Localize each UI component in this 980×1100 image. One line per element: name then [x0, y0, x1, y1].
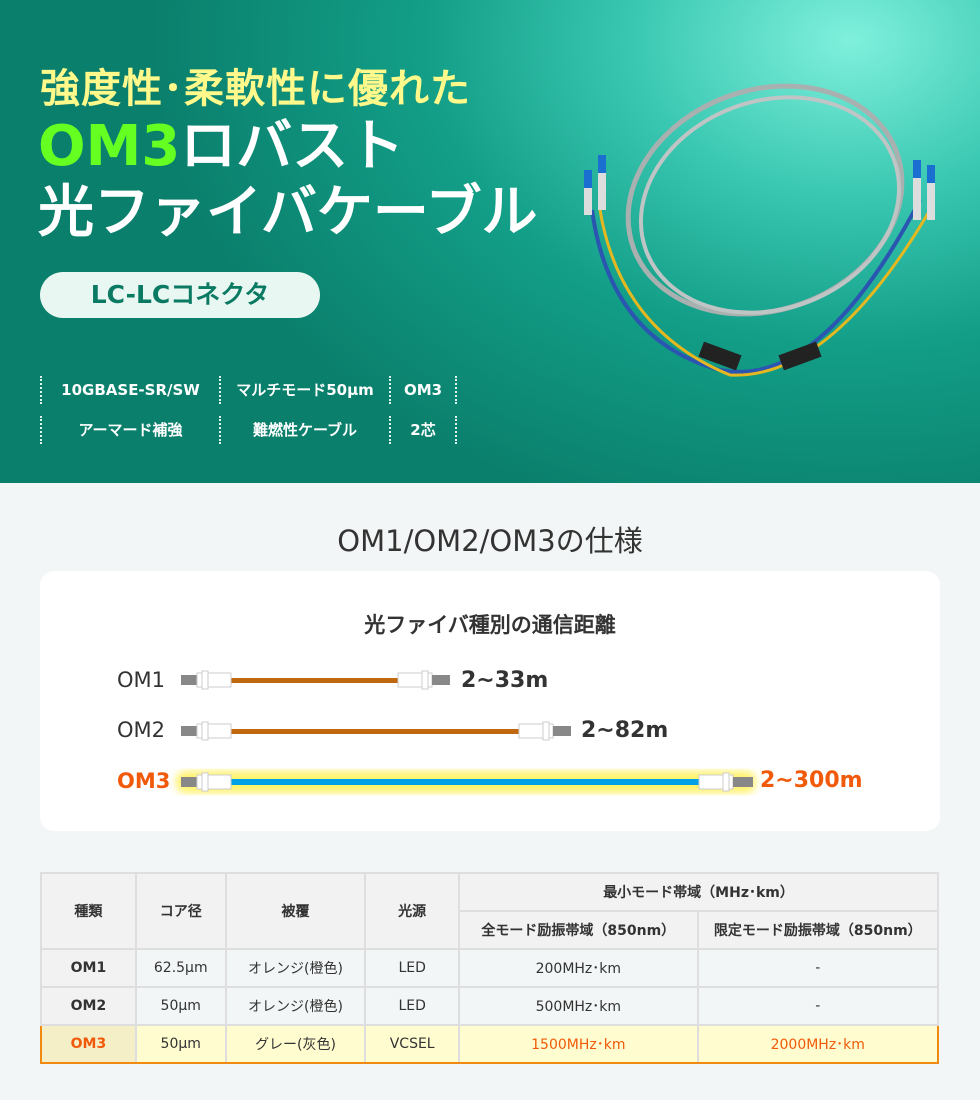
cell: OM1 [40, 948, 137, 988]
cell: オレンジ(橙色) [224, 986, 367, 1026]
cell: 200MHz･km [458, 948, 699, 988]
section-title: OM1/OM2/OM3の仕様 [337, 524, 643, 558]
distance-type: OM2 [117, 718, 166, 742]
cell: オレンジ(橙色) [224, 948, 367, 988]
header-core: コア径 [134, 872, 227, 950]
header-source: 光源 [364, 872, 461, 950]
om2-cable [181, 721, 571, 741]
cell: 500MHz･km [458, 986, 699, 1026]
cell: - [696, 986, 940, 1026]
cell: LED [364, 948, 461, 988]
divider [455, 416, 457, 444]
feature: マルチモード50μm [236, 381, 374, 399]
om3-cable [176, 771, 756, 793]
table-row: OM2 50μm オレンジ(橙色) LED 500MHz･km - [40, 986, 940, 1026]
hero-title: OM3ロバスト 光ファイバケーブル [38, 114, 538, 246]
header-limited: 限定モード励振帯域（850nm） [696, 910, 940, 950]
cell: 2000MHz･km [696, 1024, 940, 1064]
spec-table: 種類 コア径 被覆 光源 最小モード帯域（MHz･km） 全モード励振帯域（850nm）… [40, 872, 940, 1064]
distance-title: 光ファイバ種別の通信距離 [364, 613, 616, 637]
connector-pill: LC-LCコネクタ [40, 272, 320, 318]
feature: 10GBASE-SR/SW [61, 381, 200, 399]
header-full: 全モード励振帯域（850nm） [458, 910, 699, 950]
cable-diagram [176, 670, 756, 793]
distance-type: OM1 [117, 668, 166, 692]
cell: OM3 [40, 1024, 137, 1064]
distance-type: OM3 [117, 769, 171, 793]
cell: OM2 [40, 986, 137, 1026]
cable-product-image [584, 83, 935, 377]
distance-value: 2~300m [760, 768, 863, 793]
header-jacket: 被覆 [224, 872, 367, 950]
distance-value: 2~33m [461, 668, 549, 693]
divider [40, 376, 42, 404]
divider [389, 416, 391, 444]
divider [455, 376, 457, 404]
divider [219, 416, 221, 444]
cell: 50μm [134, 986, 227, 1026]
hero-title-accent: OM3 [38, 114, 181, 179]
table-row: OM1 62.5μm オレンジ(橙色) LED 200MHz･km - [40, 948, 940, 988]
feature: アーマード補強 [78, 421, 183, 439]
cell: 62.5μm [134, 948, 227, 988]
divider [40, 416, 42, 444]
hero-tagline: 強度性･柔軟性に優れた [40, 66, 471, 112]
cell: グレー(灰色) [224, 1024, 367, 1064]
header-type: 種類 [40, 872, 137, 950]
feature: 難燃性ケーブル [252, 421, 358, 439]
header-bandwidth: 最小モード帯域（MHz･km） [458, 872, 939, 912]
divider [219, 376, 221, 404]
hero-banner: 強度性･柔軟性に優れた OM3ロバスト 光ファイバケーブル LC-LCコネクタ 1… [0, 0, 980, 483]
cell: 1500MHz･km [458, 1024, 699, 1064]
feature: OM3 [403, 381, 443, 399]
table-row-highlighted: OM3 50μm グレー(灰色) VCSEL 1500MHz･km 2000MHz･km [40, 1024, 940, 1064]
distance-value: 2~82m [581, 718, 669, 743]
hero-title-rest: ロバスト [180, 114, 405, 179]
hero-title-line3: 光ファイバケーブル [38, 180, 538, 245]
distance-card: 光ファイバ種別の通信距離 OM1 OM2 OM3 2~33m 2~82m 2~3… [40, 571, 940, 831]
om1-cable [181, 670, 450, 690]
cell: LED [364, 986, 461, 1026]
cell: VCSEL [364, 1024, 461, 1064]
cell: 50μm [134, 1024, 227, 1064]
cell: - [696, 948, 940, 988]
divider [389, 376, 391, 404]
feature: 2芯 [410, 421, 436, 439]
